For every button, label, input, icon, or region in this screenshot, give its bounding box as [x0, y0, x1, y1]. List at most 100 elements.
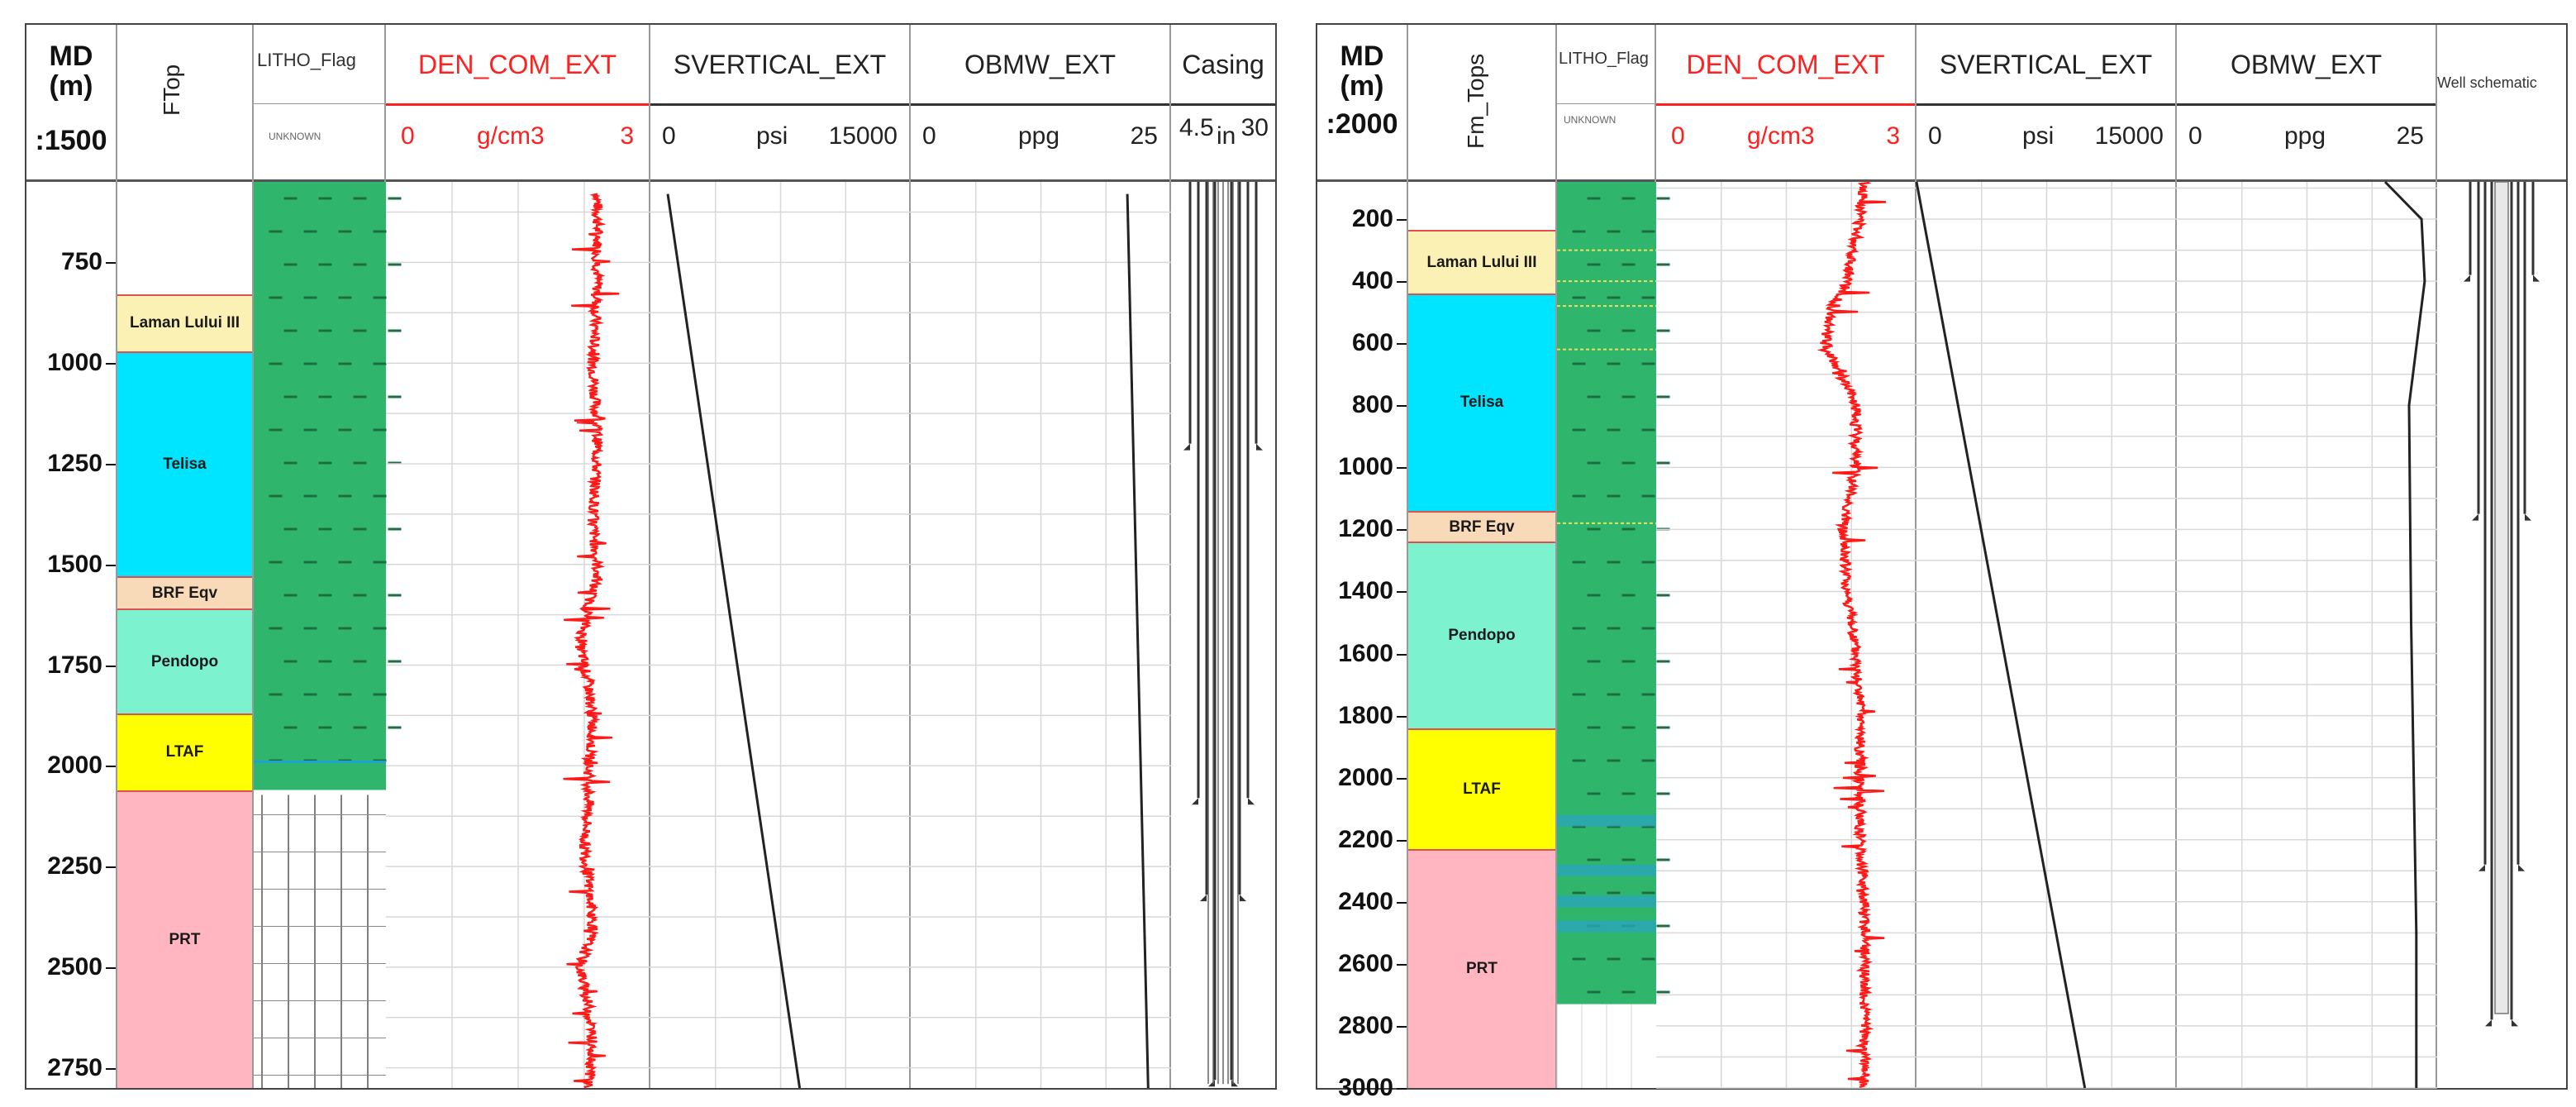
casing-schematic — [2464, 181, 2540, 1027]
obmw-max: 25 — [1130, 122, 1158, 150]
md-title-line2: (m) — [49, 70, 93, 102]
tops-title: Fm_Tops — [1463, 53, 1488, 149]
litho-column — [254, 182, 402, 1088]
md-tick-mark — [1397, 467, 1407, 470]
sv-curve-area — [650, 182, 911, 1089]
md-tick-label: 2200 — [1338, 825, 1393, 853]
formation-block: BRF Eqv — [117, 576, 252, 609]
md-tick-label: 200 — [1351, 205, 1393, 233]
litho-blue-band — [1557, 895, 1656, 908]
formation-label: PRT — [169, 930, 201, 948]
md-tick-mark — [1397, 405, 1407, 408]
md-tick-mark — [1397, 529, 1407, 532]
sv-curve — [1915, 181, 2087, 1089]
casing-min: 4.5 — [1179, 114, 1214, 141]
den-curve — [1817, 180, 1887, 1089]
litho-column — [1556, 182, 1670, 1088]
obmw-curve — [1126, 193, 1150, 1089]
md-tick-mark — [1397, 777, 1407, 780]
litho-legend: UNKNOWN — [1564, 114, 1617, 126]
tops-header: FTop — [117, 25, 252, 182]
md-tick-mark — [106, 665, 116, 667]
casing-header: Well schematic — [2437, 25, 2566, 182]
den-scale-line — [1656, 103, 1915, 106]
den-curve-area — [1656, 180, 1917, 1089]
sv-unit: psi — [756, 122, 788, 150]
tops-header: Fm_Tops — [1408, 25, 1555, 182]
formation-block: Telisa — [1408, 293, 1555, 511]
sv-scale-line — [1917, 103, 2175, 106]
md-tick-label: 3000 — [1338, 1074, 1393, 1101]
litho-header: LITHO_Flag UNKNOWN — [1557, 25, 1655, 182]
casing-tubing — [2494, 181, 2509, 1014]
den-unit: g/cm3 — [477, 122, 545, 150]
den-min: 0 — [401, 122, 415, 150]
md-tick-mark — [1397, 901, 1407, 904]
litho-header: LITHO_Flag UNKNOWN — [254, 25, 384, 182]
casing-scale-line — [1171, 103, 1275, 106]
litho-title: LITHO_Flag — [257, 50, 356, 70]
den-unit: g/cm3 — [1747, 122, 1815, 150]
md-tick-mark — [1397, 591, 1407, 594]
obmw-curve-area — [2177, 180, 2437, 1089]
md-tick-mark — [106, 363, 116, 365]
md-tick-label: 2800 — [1338, 1011, 1393, 1039]
md-tick-label: 2500 — [47, 952, 102, 981]
formation-label: BRF Eqv — [1449, 518, 1515, 536]
md-title: MD (m) — [26, 41, 116, 101]
litho-blue-band — [1557, 920, 1656, 933]
md-tick-mark — [106, 564, 116, 566]
formation-label: BRF Eqv — [151, 584, 218, 602]
md-tick-mark — [1397, 653, 1407, 656]
casing-track: Casing 4.5 in 30 — [1171, 25, 1275, 1088]
casing-title: Well schematic — [2437, 74, 2537, 91]
casing-shoe — [1240, 895, 1246, 902]
formation-block: PRT — [117, 790, 252, 1088]
md-tick-label: 2750 — [47, 1053, 102, 1081]
den-max: 3 — [1886, 122, 1900, 150]
md-tick-label: 400 — [1351, 267, 1393, 295]
md-tick-label: 1500 — [47, 550, 102, 578]
den-track: DEN_COM_EXT 0 g/cm3 3 — [1656, 25, 1917, 1089]
md-tick-mark — [1397, 281, 1407, 284]
den-min: 0 — [1671, 122, 1685, 150]
obmw-track: OBMW_EXT 0 ppg 25 — [2177, 25, 2437, 1089]
formation-block: Pendopo — [1408, 542, 1555, 728]
md-tick-label: 1800 — [1338, 701, 1393, 729]
formation-label: Telisa — [163, 455, 207, 473]
sv-title: SVERTICAL_EXT — [673, 50, 887, 79]
formation-label: Laman Lului III — [1426, 253, 1537, 271]
formation-label: PRT — [1466, 960, 1498, 978]
formation-tops-track: FTop Laman Lului III Telisa BRF Eqv Pendopo… — [117, 25, 254, 1088]
den-title: DEN_COM_EXT — [417, 50, 617, 79]
obmw-unit: ppg — [2284, 122, 2326, 150]
md-title-line2: (m) — [1340, 70, 1384, 102]
litho-shale-fill — [254, 182, 386, 790]
md-tick-label: 1200 — [1338, 515, 1393, 543]
den-max: 3 — [620, 122, 634, 150]
md-tick-mark — [106, 463, 116, 465]
formation-label: Pendopo — [150, 652, 219, 670]
obmw-max: 25 — [2396, 122, 2424, 150]
formation-label: LTAF — [165, 743, 204, 761]
casing-shoe — [1208, 1080, 1215, 1087]
litho-track: LITHO_Flag UNKNOWN — [254, 25, 402, 1088]
casing-shoe — [1183, 443, 1190, 451]
obmw-scale-line — [911, 103, 1169, 106]
md-tick-mark — [106, 966, 116, 969]
md-header: MD (m) :2000 — [1317, 25, 1407, 182]
md-tick-label: 1400 — [1338, 577, 1393, 605]
md-tick-mark — [106, 866, 116, 869]
md-tick-mark — [1397, 1025, 1407, 1028]
casing-shoe — [1248, 798, 1255, 805]
md-tick-label: 1000 — [1338, 453, 1393, 481]
md-scale: :2000 — [1326, 108, 1398, 140]
den-header: DEN_COM_EXT 0 g/cm3 3 — [386, 25, 649, 182]
obmw-scale-line — [2177, 103, 2436, 106]
sv-max: 15000 — [828, 122, 898, 150]
sv-header: SVERTICAL_EXT 0 psi 15000 — [650, 25, 909, 182]
casing-shoe — [2472, 513, 2478, 521]
den-title: DEN_COM_EXT — [1686, 50, 1885, 79]
sv-unit: psi — [2022, 122, 2055, 150]
den-scale-line — [386, 103, 649, 106]
